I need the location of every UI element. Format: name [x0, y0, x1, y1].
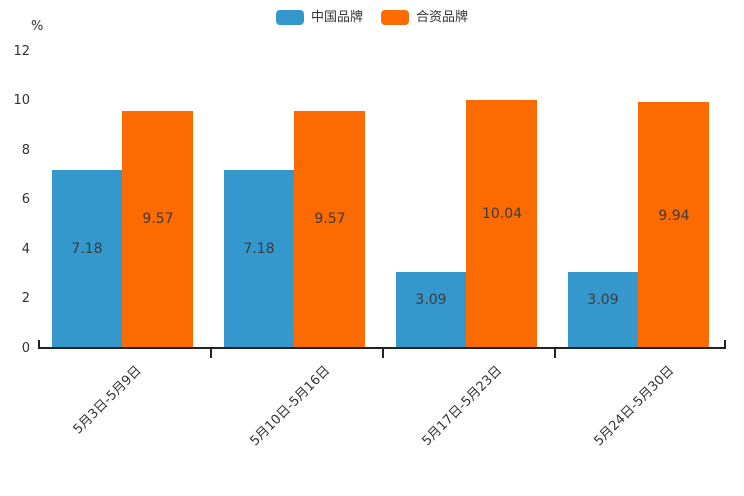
x-tick-label-week1: 5月3日-5月9日: [70, 363, 145, 438]
x-axis-endcap-right: [724, 340, 726, 348]
bar-joint-venture-week2[interactable]: [294, 111, 365, 348]
y-tick-label-8: 8: [21, 143, 30, 158]
x-axis-line: [38, 347, 726, 349]
legend-swatch-china-brand: [275, 10, 304, 25]
bar-value-china-brand-week4: 3.09: [587, 292, 619, 308]
y-axis-unit-label: %: [31, 19, 44, 34]
y-tick-label-2: 2: [21, 291, 30, 306]
y-tick-label-6: 6: [21, 192, 30, 207]
x-axis-endcap-left: [38, 340, 40, 348]
bar-value-joint-venture-week1: 9.57: [142, 211, 174, 227]
legend-swatch-joint-venture-brand: [381, 10, 409, 25]
bar-value-china-brand-week2: 7.18: [243, 241, 275, 257]
bar-china-brand-week4[interactable]: [568, 271, 638, 348]
bar-china-brand-week2[interactable]: [224, 170, 294, 348]
bar-value-joint-venture-week4: 9.94: [658, 208, 690, 224]
y-tick-label-12: 12: [13, 44, 30, 59]
y-tick-label-4: 4: [21, 242, 30, 257]
bar-value-china-brand-week3: 3.09: [415, 292, 447, 308]
bar-china-brand-week3[interactable]: [396, 271, 466, 348]
y-tick-label-0: 0: [21, 341, 30, 356]
x-axis-tick-1: [210, 349, 212, 358]
x-tick-label-week3: 5月17日-5月23日: [419, 363, 506, 450]
x-axis-tick-3: [554, 349, 556, 358]
legend-label-joint-venture-brand: 合资品牌: [416, 10, 469, 25]
legend-item-china-brand[interactable]: 中国品牌: [275, 10, 363, 25]
legend-item-joint-venture-brand[interactable]: 合资品牌: [381, 10, 468, 25]
bar-joint-venture-week1[interactable]: [122, 111, 193, 348]
legend-label-china-brand: 中国品牌: [310, 10, 363, 25]
bar-joint-venture-week4[interactable]: [638, 102, 709, 348]
bar-value-joint-venture-week2: 9.57: [314, 211, 346, 227]
x-tick-label-week2: 5月10日-5月16日: [247, 363, 334, 450]
plot-area: 7.18 9.57 7.18 9.57 3.09 10.04 3.09 9.94: [38, 51, 726, 348]
bar-china-brand-week1[interactable]: [52, 170, 122, 348]
chart-legend: 中国品牌 合资品牌: [0, 10, 744, 25]
bar-value-china-brand-week1: 7.18: [71, 241, 103, 257]
x-tick-label-week4: 5月24日-5月30日: [591, 363, 678, 450]
x-axis-tick-2: [382, 349, 384, 358]
bar-value-joint-venture-week3: 10.04: [481, 206, 523, 222]
y-tick-label-10: 10: [13, 93, 30, 108]
bar-joint-venture-week3[interactable]: [466, 99, 537, 348]
